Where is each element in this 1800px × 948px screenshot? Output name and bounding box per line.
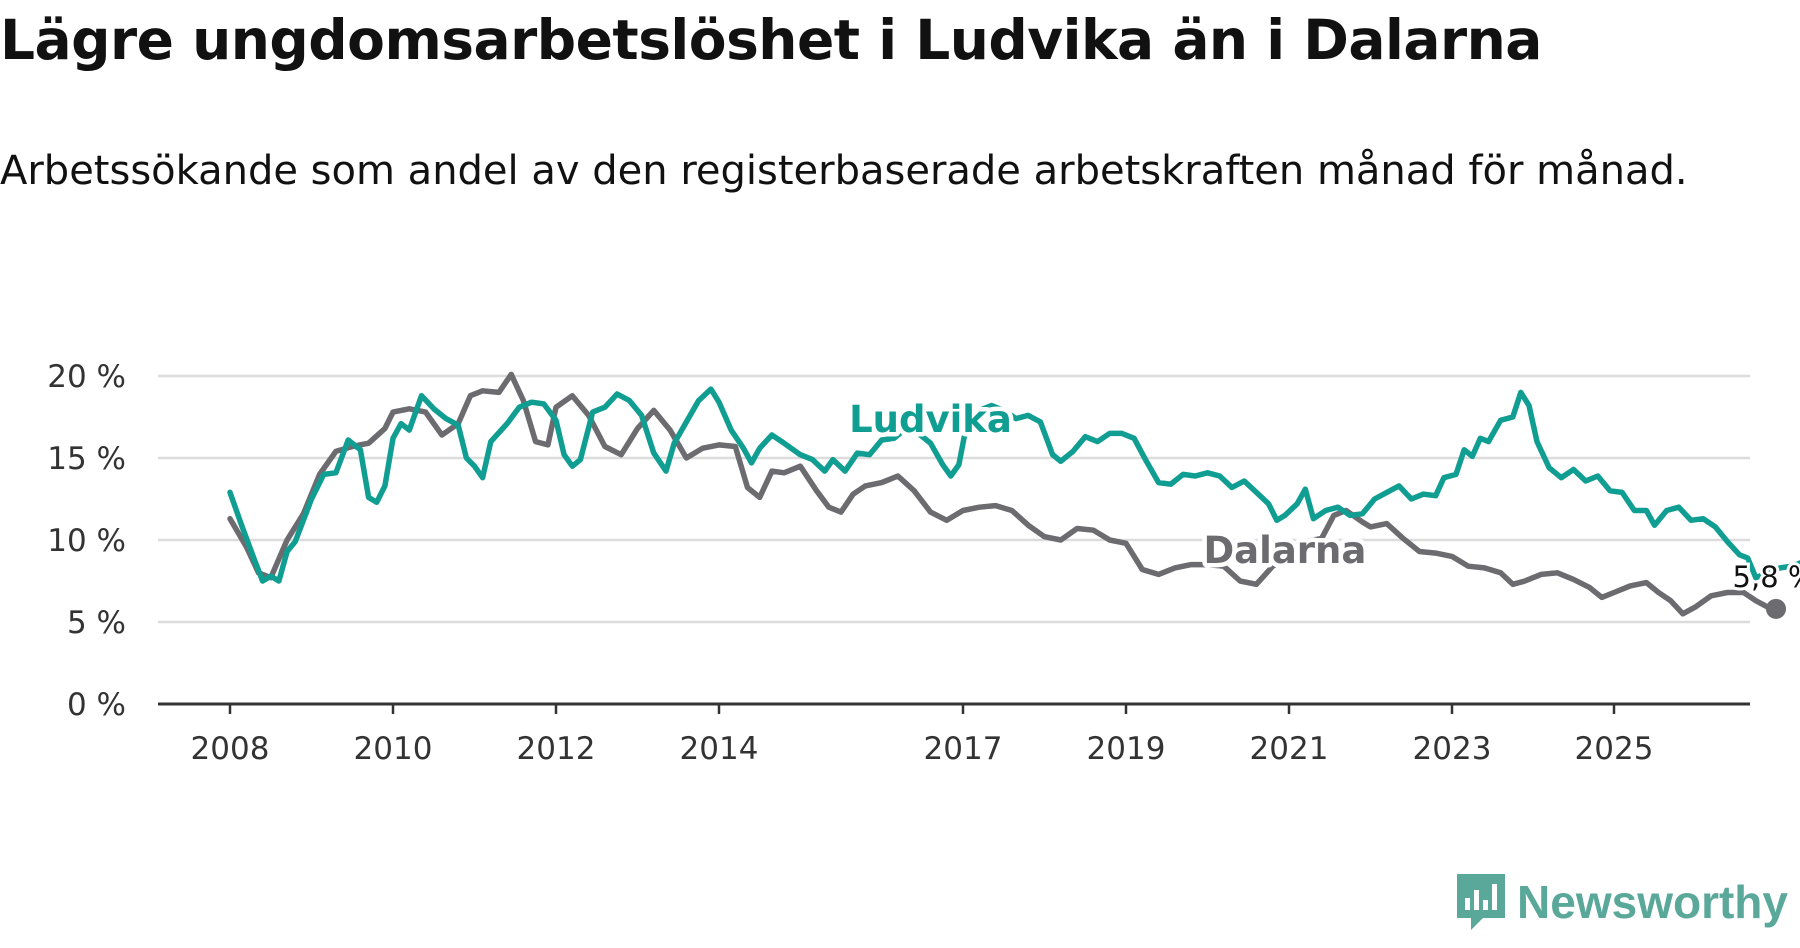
newsworthy-wordmark: Newsworthy bbox=[1517, 876, 1788, 928]
series-label-ludvika: Ludvika bbox=[849, 398, 1012, 441]
end-value-label-dalarna: 5,8 % bbox=[1733, 560, 1800, 594]
x-tick-label: 2023 bbox=[1413, 731, 1492, 767]
end-point-dalarna bbox=[1766, 598, 1786, 619]
x-tick-label: 2012 bbox=[517, 731, 596, 767]
x-tick-label: 2010 bbox=[354, 731, 433, 767]
series-label-dalarna: Dalarna bbox=[1203, 529, 1366, 572]
y-tick-label: 10 % bbox=[47, 523, 126, 559]
series-line-ludvika bbox=[227, 386, 1800, 584]
x-tick-label: 2019 bbox=[1087, 731, 1166, 767]
newsworthy-logo-icon bbox=[1457, 874, 1506, 930]
y-tick-label: 5 % bbox=[67, 605, 126, 641]
chart-title: Lägre ungdomsarbetslöshet i Ludvika än i… bbox=[0, 8, 1542, 72]
x-tick-label: 2025 bbox=[1575, 731, 1654, 767]
gridlines bbox=[158, 374, 1750, 624]
x-tick-label: 2008 bbox=[191, 731, 270, 767]
newsworthy-brand[interactable]: Newsworthy bbox=[1453, 870, 1788, 934]
y-tick-label: 0 % bbox=[67, 687, 126, 723]
series-line-dalarna bbox=[227, 371, 1779, 617]
series-lines bbox=[227, 371, 1800, 619]
y-tick-label: 20 % bbox=[47, 359, 126, 395]
x-tick-label: 2021 bbox=[1250, 731, 1329, 767]
axes: 0 % 5 % 10 % 15 % 20 % 2008 2010 2012 2014 2017 20… bbox=[47, 359, 1750, 767]
x-tick-label: 2014 bbox=[680, 731, 759, 767]
chart-subtitle: Arbetssökande som andel av den registerb… bbox=[0, 148, 1688, 194]
x-tick-label: 2017 bbox=[924, 731, 1003, 767]
y-tick-label: 15 % bbox=[47, 441, 126, 477]
